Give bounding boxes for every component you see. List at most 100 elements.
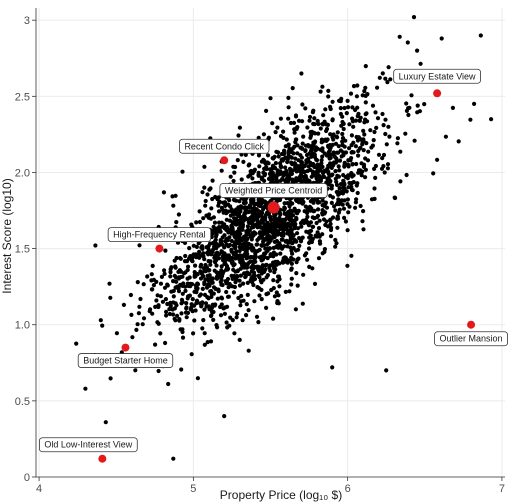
data-point (287, 204, 292, 209)
data-point (262, 269, 267, 274)
data-point (261, 132, 266, 137)
data-point (114, 331, 119, 336)
data-point (262, 255, 267, 260)
data-point (175, 285, 180, 290)
data-point (293, 156, 298, 161)
data-point (359, 161, 364, 166)
data-point (264, 262, 269, 267)
data-point (340, 136, 346, 141)
data-point (276, 293, 281, 298)
data-point (313, 148, 318, 153)
data-point (365, 158, 371, 163)
data-point (244, 249, 249, 254)
data-point (377, 75, 382, 80)
data-point (406, 106, 411, 111)
data-point (267, 226, 272, 231)
data-point (153, 304, 158, 309)
data-point (363, 175, 368, 180)
data-point (342, 186, 347, 191)
data-point (237, 199, 242, 204)
data-point (353, 205, 358, 210)
data-point (373, 110, 378, 115)
data-point (167, 311, 172, 317)
data-point (207, 268, 212, 273)
data-point (277, 197, 283, 202)
data-point (269, 287, 274, 293)
data-point (271, 156, 276, 161)
annotation-text: Weighted Price Centroid (225, 185, 322, 195)
data-point (247, 228, 252, 233)
data-point (163, 248, 168, 253)
data-point (321, 113, 326, 118)
data-point (246, 218, 251, 223)
data-point (256, 220, 261, 225)
data-point (363, 167, 368, 172)
data-point (266, 135, 271, 140)
data-point (319, 137, 324, 142)
data-point (171, 288, 176, 293)
data-point (248, 173, 253, 178)
data-point (340, 131, 345, 137)
data-point (337, 168, 342, 173)
data-point (238, 303, 243, 308)
data-point (285, 201, 290, 206)
data-point (185, 281, 190, 286)
data-point (361, 227, 366, 232)
data-point (311, 108, 316, 113)
data-point (273, 161, 278, 166)
data-point (305, 208, 310, 213)
data-points (49, 15, 494, 461)
data-point (363, 117, 368, 122)
data-point (208, 339, 214, 344)
highlight-point (433, 89, 442, 98)
data-point (219, 264, 224, 269)
data-point (272, 294, 277, 299)
data-point (295, 151, 300, 156)
data-point (166, 381, 171, 387)
data-point (398, 179, 403, 184)
data-point (253, 254, 258, 260)
data-point (281, 233, 286, 238)
data-point (151, 277, 156, 282)
annotation-box (77, 353, 174, 368)
data-point (222, 414, 227, 419)
data-point (191, 331, 196, 336)
data-point (287, 238, 293, 243)
data-point (302, 163, 307, 169)
data-point (333, 160, 338, 165)
data-point (83, 386, 88, 391)
data-point (277, 284, 282, 289)
data-point (278, 243, 283, 248)
data-point (138, 296, 143, 302)
data-point (347, 180, 352, 186)
data-point (344, 111, 349, 116)
data-point (214, 246, 219, 251)
data-point (288, 228, 293, 233)
data-point (263, 215, 268, 220)
data-point (305, 257, 310, 262)
data-point (332, 204, 337, 209)
data-point (325, 179, 330, 184)
data-point (158, 281, 164, 286)
data-point (349, 253, 354, 258)
annotation-text: Old Low-Interest View (44, 440, 132, 450)
data-point (300, 119, 305, 124)
data-point (386, 124, 391, 129)
data-point (372, 166, 377, 171)
data-point (210, 178, 215, 183)
data-point (355, 190, 360, 196)
annotation-box (107, 227, 212, 242)
data-point (328, 152, 333, 158)
data-point (275, 170, 280, 175)
data-point (198, 276, 204, 281)
data-point (312, 197, 317, 202)
data-point (326, 143, 331, 148)
data-point (330, 195, 335, 200)
data-point (324, 219, 329, 224)
data-point (316, 207, 321, 212)
data-point (224, 289, 229, 295)
data-point (170, 194, 175, 199)
data-point (301, 134, 306, 139)
data-point (295, 143, 300, 148)
data-point (159, 274, 164, 279)
